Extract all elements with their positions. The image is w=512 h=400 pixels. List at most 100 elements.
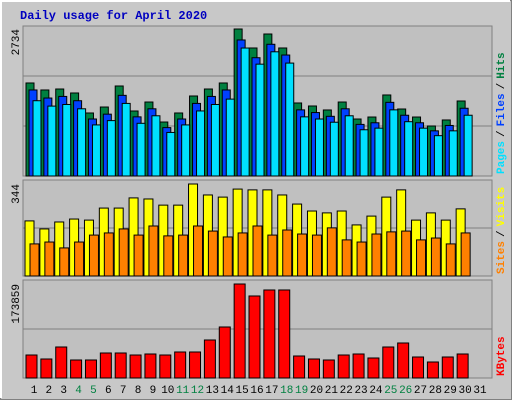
legend-separator: / <box>496 130 508 137</box>
x-tick-label: 9 <box>150 385 157 397</box>
bar <box>359 129 369 177</box>
x-tick-label: 4 <box>75 385 82 397</box>
bar <box>371 233 382 277</box>
bar <box>356 241 367 277</box>
bar <box>174 351 187 379</box>
x-tick-label: 26 <box>399 385 412 397</box>
bar <box>267 234 278 277</box>
bar <box>91 124 101 177</box>
x-tick-label: 12 <box>191 385 204 397</box>
bar <box>412 356 425 379</box>
bar <box>233 283 246 379</box>
bar <box>282 229 293 277</box>
bar <box>114 352 127 379</box>
legend-entry: Pages <box>496 141 508 174</box>
x-tick-label: 28 <box>429 385 442 397</box>
bar <box>55 346 68 379</box>
x-tick-label: 11 <box>176 385 190 397</box>
x-tick-label: 29 <box>444 385 457 397</box>
bar <box>285 62 295 177</box>
bar <box>159 354 172 379</box>
bar <box>297 233 308 277</box>
bar <box>314 118 324 177</box>
bar <box>62 103 72 177</box>
bar <box>426 361 439 379</box>
bar <box>148 225 159 277</box>
bar <box>237 232 248 277</box>
y-tick-label: 173859 <box>11 284 23 324</box>
bar <box>25 354 38 379</box>
bar <box>44 241 55 277</box>
bar <box>99 352 112 379</box>
x-tick-label: 16 <box>250 385 263 397</box>
bar <box>210 103 220 177</box>
bar <box>263 289 276 379</box>
x-tick-label: 2 <box>46 385 53 397</box>
x-tick-label: 31 <box>473 385 487 397</box>
bar <box>218 326 231 379</box>
bar <box>240 47 250 177</box>
legend-entry: Sites <box>496 241 508 274</box>
bar <box>374 127 384 177</box>
bar <box>311 234 322 277</box>
bar <box>463 114 473 177</box>
chart-title: Daily usage for April 2020 <box>20 9 207 23</box>
x-tick-label: 22 <box>340 385 353 397</box>
bar <box>337 354 350 379</box>
x-tick-label: 15 <box>236 385 249 397</box>
bar <box>293 355 306 379</box>
bar <box>106 120 116 177</box>
bar <box>133 234 144 277</box>
bar <box>352 353 365 379</box>
x-tick-label: 30 <box>459 385 472 397</box>
bar <box>456 353 469 379</box>
bar <box>40 358 53 379</box>
x-tick-label: 14 <box>221 385 235 397</box>
bar <box>322 359 335 379</box>
bar <box>151 115 161 177</box>
bar <box>77 108 87 177</box>
bar <box>401 230 412 277</box>
x-tick-label: 8 <box>135 385 142 397</box>
bar <box>118 228 129 277</box>
bar <box>430 237 441 277</box>
x-tick-label: 21 <box>325 385 339 397</box>
bar <box>386 231 397 277</box>
x-tick-label: 27 <box>414 385 427 397</box>
bar <box>193 225 204 277</box>
bar <box>448 130 458 177</box>
x-tick-label: 7 <box>120 385 127 397</box>
bar <box>441 356 454 379</box>
bar <box>59 247 70 277</box>
bar <box>382 346 395 379</box>
x-tick-label: 10 <box>161 385 174 397</box>
bar <box>389 109 399 177</box>
bar <box>326 227 337 277</box>
bar <box>207 230 218 277</box>
bar <box>32 100 42 177</box>
y-tick-label: 2734 <box>11 29 23 56</box>
bar <box>419 127 429 177</box>
bar <box>166 131 176 177</box>
x-tick-label: 24 <box>369 385 383 397</box>
x-tick-label: 25 <box>384 385 397 397</box>
bar <box>367 357 380 379</box>
bar <box>404 121 414 177</box>
bar <box>203 339 216 379</box>
bar <box>225 98 235 177</box>
legend-entry: Files <box>496 93 508 126</box>
x-tick-label: 5 <box>90 385 97 397</box>
x-tick-label: 18 <box>280 385 293 397</box>
bar <box>252 225 263 277</box>
legend-entry: KBytes <box>496 336 508 376</box>
legend-separator: / <box>496 83 508 90</box>
x-tick-label: 17 <box>265 385 278 397</box>
bar <box>416 239 427 277</box>
bar <box>307 358 320 379</box>
x-tick-label: 3 <box>60 385 67 397</box>
bar <box>300 116 310 177</box>
bar <box>278 289 291 379</box>
x-tick-label: 23 <box>354 385 367 397</box>
